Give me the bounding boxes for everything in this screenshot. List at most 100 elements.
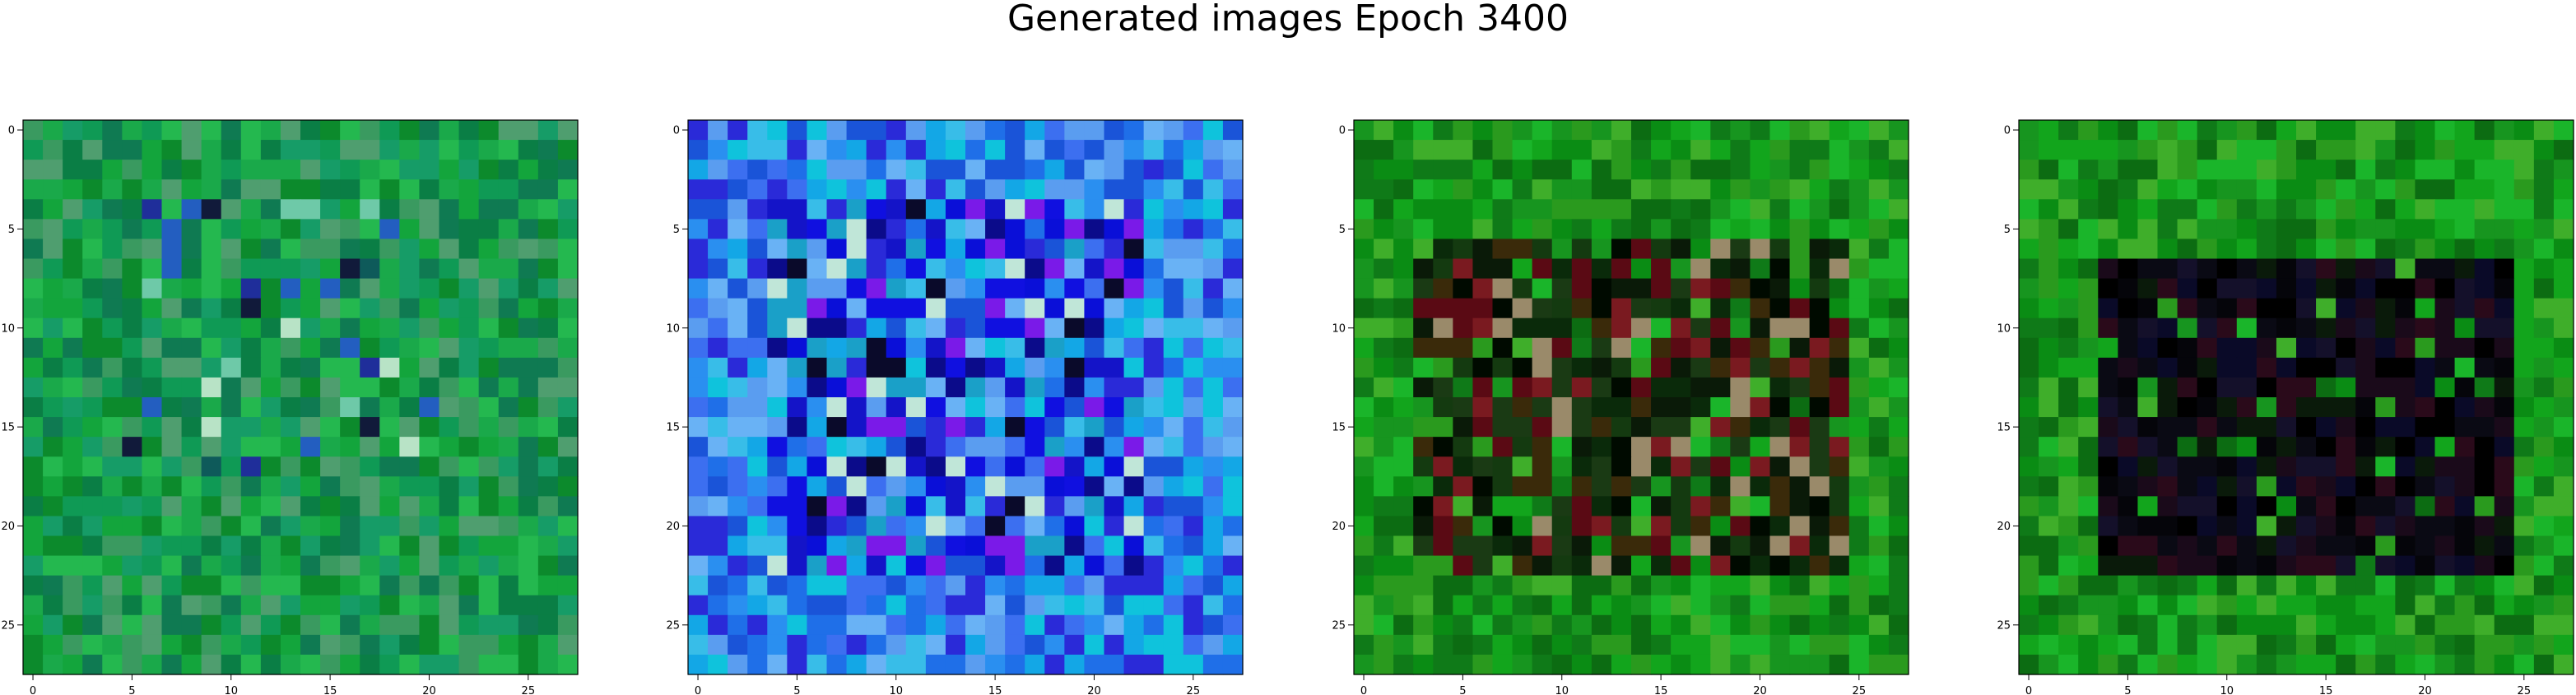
pixel-cell bbox=[2177, 555, 2198, 577]
pixel-cell bbox=[1631, 614, 1652, 636]
pixel-cell bbox=[2355, 476, 2376, 497]
pixel-cell bbox=[1888, 160, 1909, 180]
pixel-cell bbox=[181, 614, 202, 636]
pixel-cell bbox=[2098, 555, 2118, 577]
pixel-cell bbox=[1631, 298, 1652, 319]
pixel-cell bbox=[1690, 496, 1711, 517]
pixel-cell bbox=[1433, 654, 1453, 675]
pixel-cell bbox=[1005, 654, 1025, 675]
pixel-cell bbox=[63, 179, 83, 200]
pixel-cell bbox=[102, 634, 123, 656]
pixel-cell bbox=[985, 654, 1006, 675]
pixel-cell bbox=[478, 555, 500, 577]
pixel-cell bbox=[1532, 298, 1553, 319]
pixel-cell bbox=[2157, 555, 2178, 577]
pixel-cell bbox=[82, 535, 103, 557]
pixel-cell bbox=[2078, 140, 2099, 160]
pixel-cell bbox=[2236, 456, 2257, 477]
pixel-cell bbox=[2296, 278, 2317, 299]
pixel-cell bbox=[2316, 239, 2337, 260]
pixel-cell bbox=[1651, 337, 1672, 359]
pixel-cell bbox=[2375, 140, 2396, 160]
pixel-cell bbox=[1354, 357, 1374, 378]
pixel-cell bbox=[1512, 120, 1533, 141]
x-tick-label: 20 bbox=[422, 685, 436, 695]
pixel-cell bbox=[1183, 357, 1204, 378]
pixel-cell bbox=[320, 535, 341, 557]
pixel-cell bbox=[1104, 555, 1125, 577]
pixel-cell bbox=[1848, 357, 1870, 378]
pixel-cell bbox=[807, 437, 828, 457]
pixel-cell bbox=[1868, 437, 1890, 457]
pixel-cell bbox=[2137, 377, 2159, 398]
pixel-cell bbox=[2494, 555, 2515, 577]
pixel-cell bbox=[320, 140, 341, 160]
pixel-cell bbox=[1453, 357, 1474, 378]
pixel-cell bbox=[1104, 417, 1125, 438]
pixel-cell bbox=[1809, 219, 1830, 240]
pixel-cell bbox=[518, 634, 539, 656]
pixel-cell bbox=[1532, 219, 1553, 240]
pixel-cell bbox=[1374, 496, 1394, 517]
pixel-cell bbox=[1571, 258, 1593, 280]
pixel-cell bbox=[866, 140, 887, 160]
pixel-cell bbox=[498, 555, 519, 577]
pixel-cell bbox=[1631, 595, 1652, 616]
pixel-cell bbox=[2434, 417, 2456, 438]
pixel-cell bbox=[2474, 575, 2495, 596]
pixel-cell bbox=[1631, 634, 1652, 656]
pixel-cell bbox=[379, 555, 400, 577]
pixel-cell bbox=[965, 120, 986, 141]
pixel-cell bbox=[1453, 258, 1474, 280]
pixel-cell bbox=[2118, 516, 2139, 537]
pixel-cell bbox=[1651, 417, 1672, 438]
pixel-cell bbox=[708, 437, 728, 457]
pixel-cell bbox=[1690, 377, 1711, 398]
pixel-cell bbox=[122, 555, 143, 577]
pixel-cell bbox=[142, 160, 163, 180]
pixel-cell bbox=[2494, 357, 2515, 378]
pixel-cell bbox=[2336, 179, 2356, 200]
pixel-cell bbox=[2019, 456, 2039, 477]
pixel-cell bbox=[340, 377, 360, 398]
pixel-cell bbox=[1183, 555, 1204, 577]
pixel-cell bbox=[1730, 199, 1751, 220]
pixel-cell bbox=[1143, 357, 1165, 378]
pixel-cell bbox=[2316, 397, 2337, 418]
pixel-cell bbox=[1183, 476, 1204, 497]
pixel-cell bbox=[965, 654, 986, 675]
pixel-cell bbox=[2533, 456, 2555, 477]
pixel-cell bbox=[518, 417, 539, 438]
pixel-cell bbox=[201, 357, 222, 378]
pixel-cell bbox=[1750, 654, 1771, 675]
pixel-cell bbox=[2019, 140, 2039, 160]
pixel-cell bbox=[1730, 555, 1751, 577]
pixel-cell bbox=[1104, 258, 1125, 280]
pixel-cell bbox=[557, 417, 579, 438]
pixel-cell bbox=[498, 575, 519, 596]
pixel-cell bbox=[1044, 377, 1065, 398]
pixel-cell bbox=[1888, 654, 1909, 675]
pixel-cell bbox=[419, 634, 440, 656]
pixel-cell bbox=[1202, 397, 1224, 418]
pixel-cell bbox=[728, 258, 748, 280]
pixel-cell bbox=[905, 199, 927, 220]
pixel-cell bbox=[518, 555, 539, 577]
pixel-cell bbox=[201, 535, 222, 557]
pixel-cell bbox=[43, 437, 63, 457]
pixel-cell bbox=[82, 614, 103, 636]
pixel-cell bbox=[518, 219, 539, 240]
pixel-cell bbox=[1472, 239, 1494, 260]
pixel-cell bbox=[23, 654, 44, 675]
pixel-cell bbox=[945, 595, 966, 616]
pixel-cell bbox=[2375, 437, 2396, 457]
pixel-cell bbox=[2395, 595, 2416, 616]
pixel-cell bbox=[886, 160, 907, 180]
x-tick-label: 20 bbox=[2418, 685, 2432, 695]
pixel-cell bbox=[1374, 654, 1394, 675]
pixel-cell bbox=[2118, 397, 2139, 418]
pixel-cell bbox=[478, 397, 500, 418]
pixel-cell bbox=[2039, 120, 2059, 141]
pixel-cell bbox=[2137, 437, 2159, 457]
pixel-cell bbox=[518, 575, 539, 596]
